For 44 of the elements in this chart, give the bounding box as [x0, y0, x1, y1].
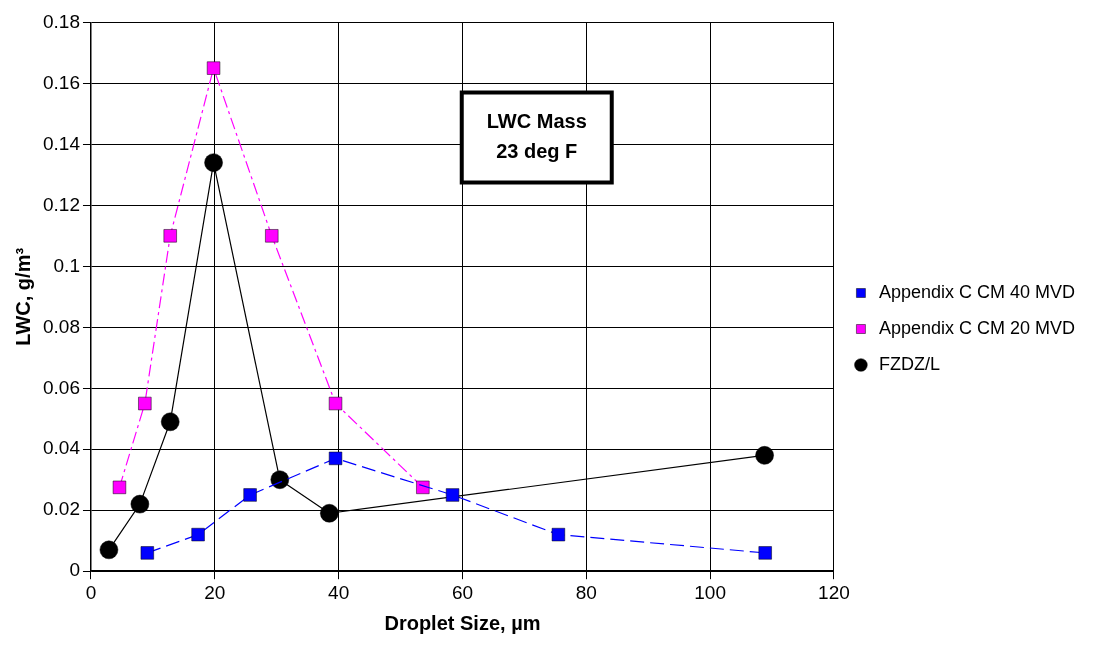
point: [416, 480, 430, 494]
x-tick-label: 120: [818, 581, 850, 603]
point: [138, 396, 152, 411]
point: [265, 229, 279, 243]
y-tick-label: 0: [69, 559, 80, 581]
x-tick-label: 80: [575, 581, 597, 603]
y-tick-label: 0.16: [43, 71, 80, 93]
legend-label: FZDZ/L: [878, 353, 940, 374]
point: [99, 540, 119, 560]
point: [130, 494, 150, 514]
point: [140, 546, 154, 560]
x-tick-label: 100: [694, 581, 726, 603]
point: [755, 446, 774, 465]
y-tick-label: 0.1: [53, 254, 80, 276]
x-tick-label: 40: [328, 581, 350, 603]
y-tick-label: 0.12: [43, 193, 80, 215]
y-tick-label: 0.06: [43, 376, 80, 398]
y-tick-label: 0.08: [43, 315, 80, 337]
legend-label: Appendix C CM 40 MVD: [878, 281, 1075, 302]
point: [243, 488, 257, 502]
y-tick-label: 0.04: [43, 437, 81, 459]
x-axis-title: Droplet Size, µm: [384, 611, 541, 634]
point: [328, 451, 343, 466]
x-tick-label: 20: [204, 581, 226, 603]
legend-label: Appendix C CM 20 MVD: [878, 317, 1075, 338]
point: [204, 153, 223, 172]
point: [191, 528, 205, 542]
y-tick-label: 0.02: [43, 498, 80, 520]
point: [270, 470, 290, 489]
x-tick-label: 0: [85, 581, 97, 603]
annotation: LWC Mass 23 deg F: [486, 109, 587, 162]
point: [758, 546, 772, 560]
y-axis-title: LWC, g/m³: [11, 247, 34, 346]
y-tick-label: 0.18: [43, 10, 80, 32]
point: [163, 229, 177, 243]
point: [445, 488, 460, 502]
y-tick-label: 0.14: [43, 132, 81, 154]
x-tick-label: 60: [451, 581, 474, 603]
point: [160, 412, 180, 432]
point: [551, 528, 566, 542]
point: [112, 480, 127, 494]
point: [328, 396, 343, 411]
point: [320, 504, 339, 523]
point: [206, 61, 221, 75]
